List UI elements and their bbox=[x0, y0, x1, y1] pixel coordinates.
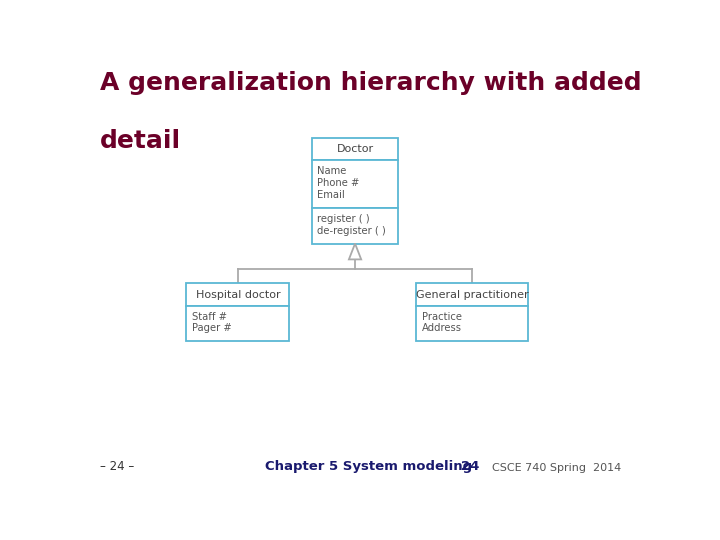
Text: – 24 –: – 24 – bbox=[100, 460, 135, 473]
Text: Address: Address bbox=[422, 323, 462, 333]
Bar bbox=[312, 160, 398, 208]
Bar bbox=[186, 283, 289, 306]
Bar bbox=[416, 283, 528, 306]
Bar bbox=[312, 208, 398, 244]
Text: A generalization hierarchy with added: A generalization hierarchy with added bbox=[100, 71, 642, 95]
Bar bbox=[312, 138, 398, 160]
Text: Chapter 5 System modeling: Chapter 5 System modeling bbox=[266, 460, 472, 473]
Text: Pager #: Pager # bbox=[192, 323, 232, 333]
Text: detail: detail bbox=[100, 129, 181, 153]
Bar bbox=[186, 306, 289, 341]
Text: CSCE 740 Spring  2014: CSCE 740 Spring 2014 bbox=[492, 463, 621, 473]
Text: Hospital doctor: Hospital doctor bbox=[196, 289, 280, 300]
Text: register ( ): register ( ) bbox=[318, 214, 370, 224]
Text: Practice: Practice bbox=[422, 312, 462, 321]
Text: Doctor: Doctor bbox=[336, 144, 374, 154]
Polygon shape bbox=[349, 244, 361, 259]
Text: General practitioner: General practitioner bbox=[416, 289, 528, 300]
Text: Name: Name bbox=[318, 166, 347, 176]
Text: Staff #: Staff # bbox=[192, 312, 227, 321]
Text: de-register ( ): de-register ( ) bbox=[318, 226, 386, 235]
Text: 24: 24 bbox=[461, 460, 480, 473]
Text: Email: Email bbox=[318, 190, 345, 200]
Text: Phone #: Phone # bbox=[318, 178, 360, 188]
Bar bbox=[416, 306, 528, 341]
